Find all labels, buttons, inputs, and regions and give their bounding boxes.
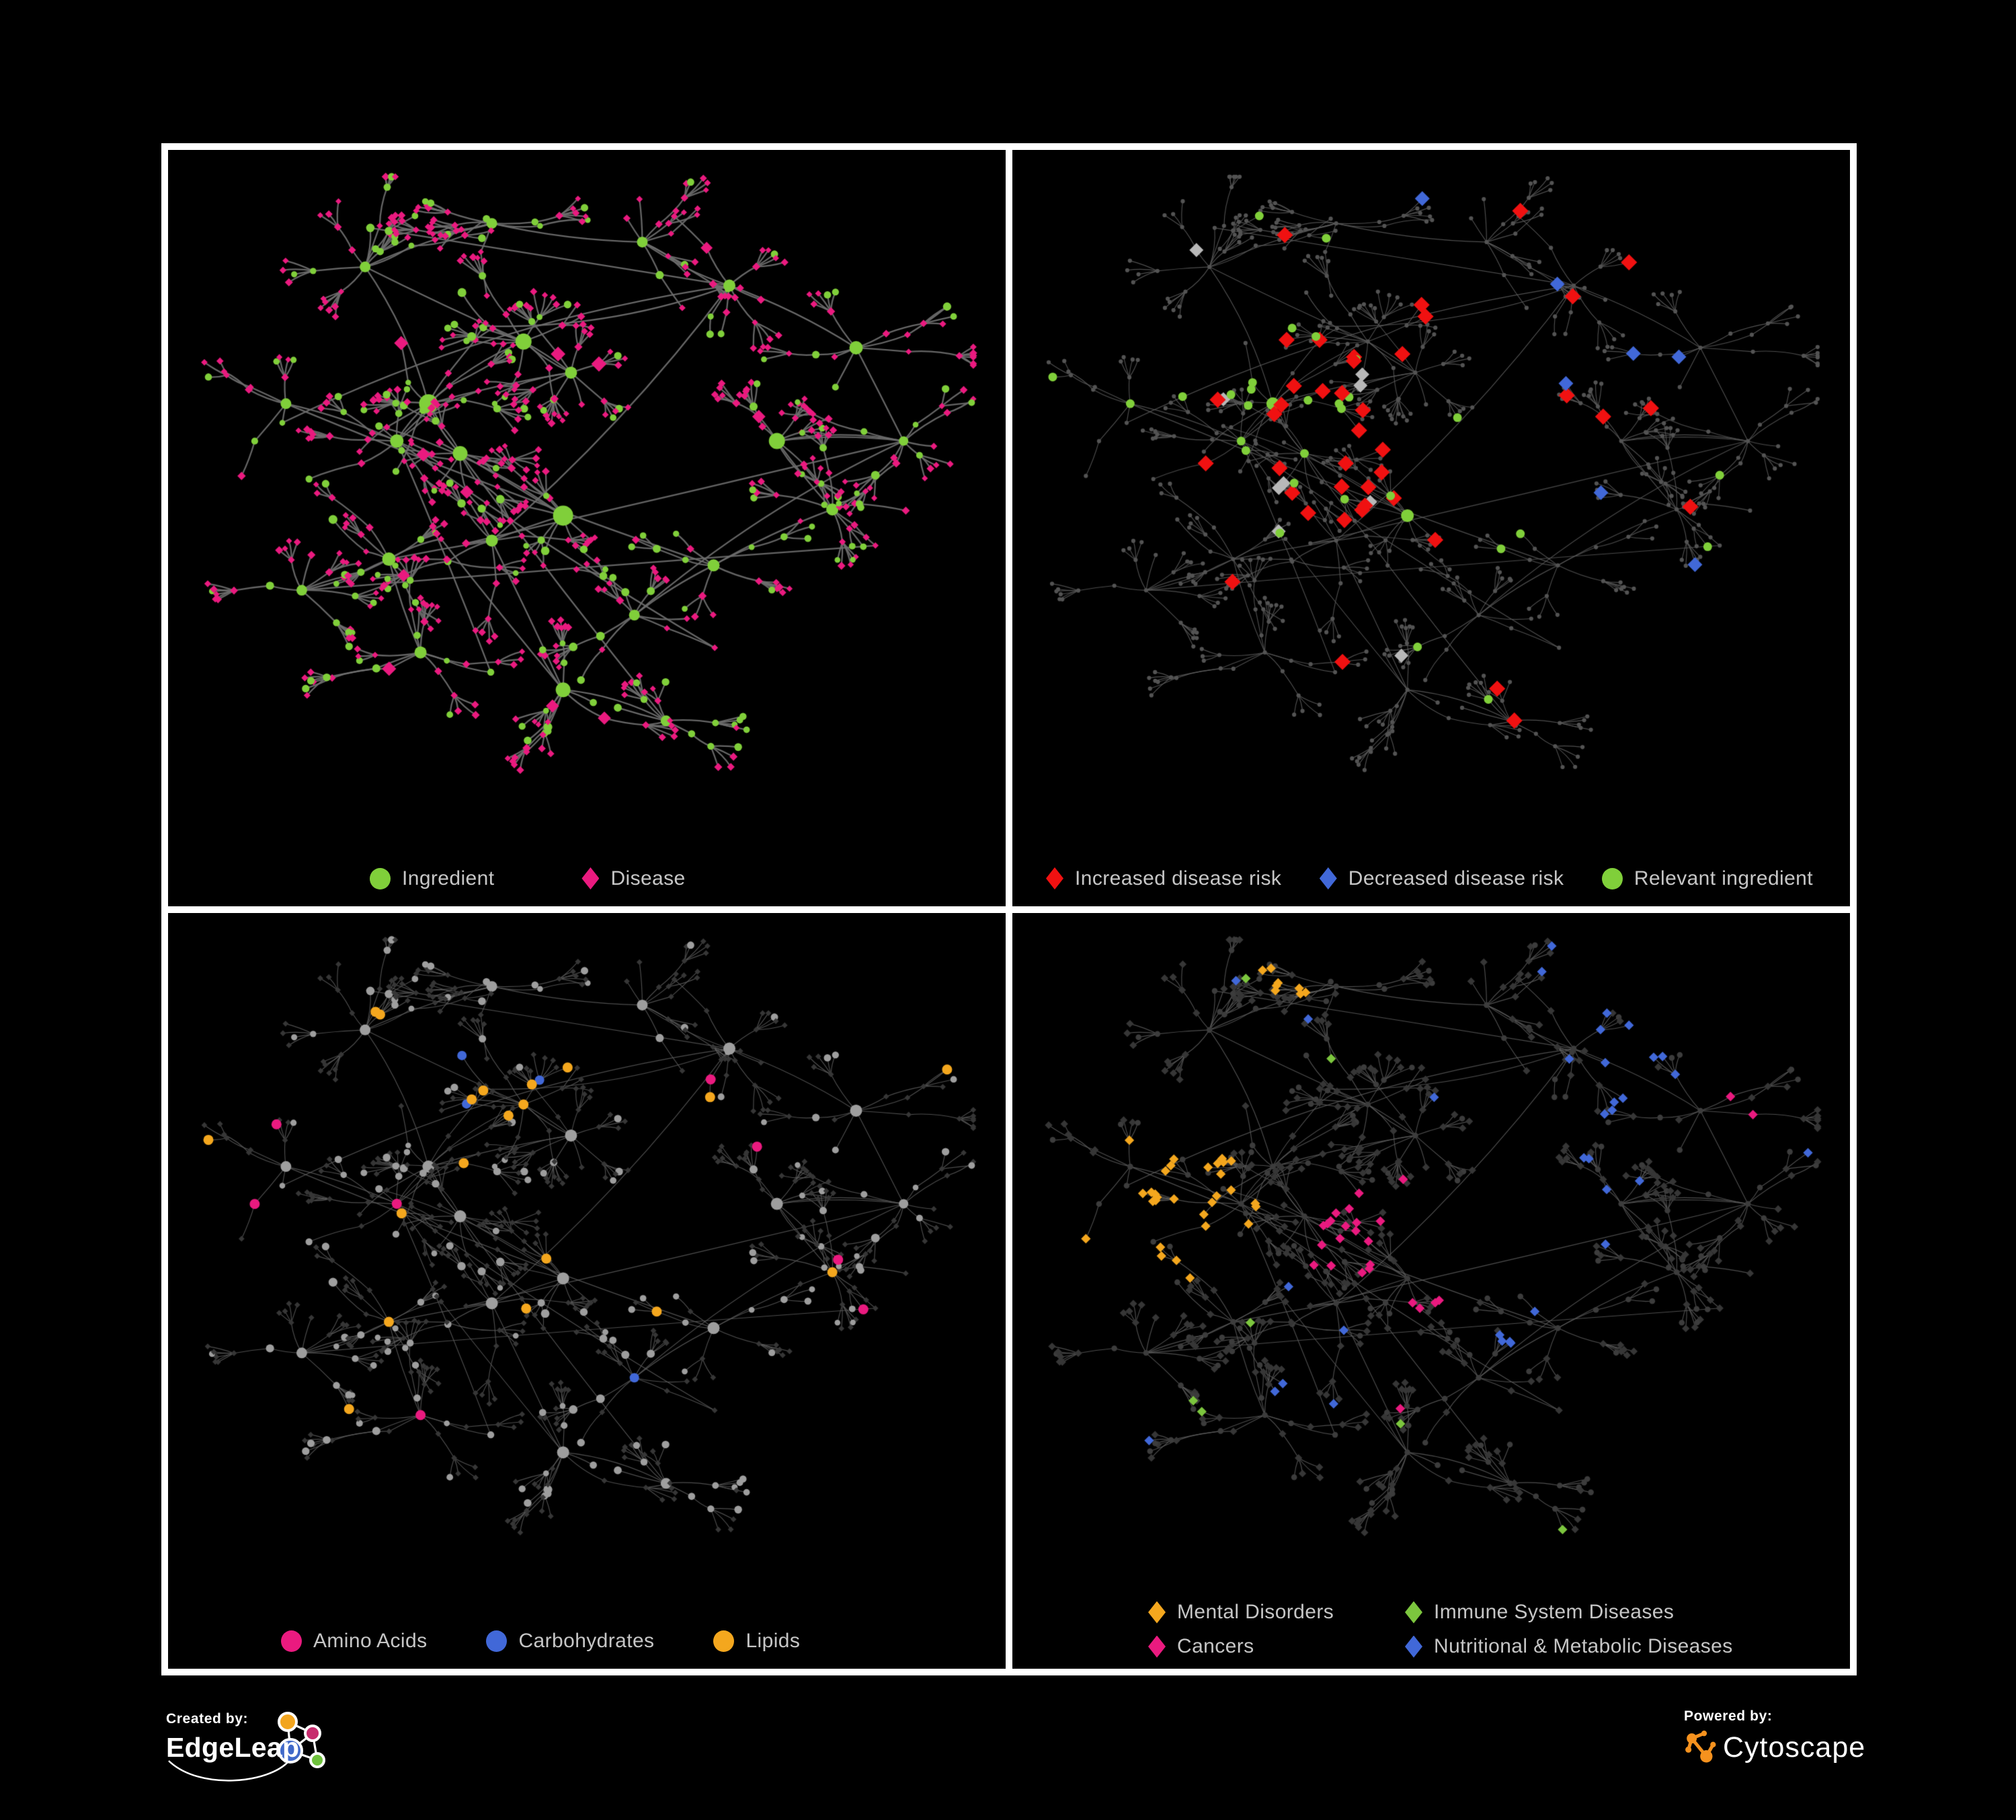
legend-item-amino-acids: Amino Acids (281, 1630, 427, 1653)
nutritional-metabolic-diamond-swatch (1405, 1635, 1422, 1658)
legend-item-ingredient: Ingredient (370, 867, 494, 890)
cytoscape-brand-text: Cytoscape (1723, 1731, 1866, 1764)
relevant-ingredient-circle-swatch (1601, 867, 1623, 889)
carbohydrates-circle-swatch (486, 1630, 508, 1652)
mental-disorders-diamond-swatch (1148, 1601, 1166, 1624)
legend-item-cancers: Cancers (1148, 1635, 1405, 1658)
network-canvas-disease-categories (1012, 912, 1850, 1669)
disease-diamond-swatch (581, 867, 600, 889)
legend-label-decreased-risk: Decreased disease risk (1348, 867, 1564, 889)
legend-label-lipids: Lipids (745, 1630, 801, 1652)
cytoscape-logo-mark (1685, 1731, 1716, 1763)
legend-label-nutritional-metabolic-diseases: Nutritional & Metabolic Diseases (1434, 1635, 1733, 1657)
legend-label-carbohydrates: Carbohydrates (518, 1630, 655, 1652)
panel-disease-risk: Increased disease risk Decreased disease… (1012, 150, 1850, 906)
edgeleap-swoosh (168, 1760, 290, 1782)
cytoscape-mark-nodes (1685, 1731, 1716, 1763)
legend-label-cancers: Cancers (1177, 1635, 1254, 1657)
network-canvas-nutrient-categories (168, 912, 1006, 1669)
legend-label-disease: Disease (610, 867, 686, 889)
amino-acids-circle-swatch (281, 1630, 302, 1652)
legend-disease-risk: Increased disease risk Decreased disease… (1012, 867, 1850, 890)
ingredient-circle-swatch (370, 867, 391, 889)
panel-nutrient-categories: Amino Acids Carbohydrates Lipids (168, 912, 1006, 1669)
legend-disease-categories: Mental Disorders Immune System Diseases … (1148, 1601, 1850, 1658)
legend-item-lipids: Lipids (713, 1630, 800, 1653)
powered-by-label: Powered by: (1684, 1708, 1773, 1724)
increased-risk-diamond-swatch (1046, 867, 1063, 889)
legend-item-nutritional-metabolic-diseases: Nutritional & Metabolic Diseases (1405, 1635, 1850, 1658)
immune-system-diamond-swatch (1405, 1601, 1422, 1624)
powered-by-block: Powered by: Cytoscape (1684, 1708, 1872, 1789)
legend-nutrient-categories: Amino Acids Carbohydrates Lipids (168, 1630, 1006, 1653)
created-by-block: Created by: EdgeLeap (166, 1711, 516, 1798)
legend-item-decreased-risk: Decreased disease risk (1319, 867, 1564, 890)
legend-label-immune-system-diseases: Immune System Diseases (1434, 1601, 1675, 1623)
legend-label-ingredient: Ingredient (402, 867, 495, 889)
lipids-circle-swatch (713, 1630, 735, 1652)
legend-label-increased-risk: Increased disease risk (1075, 867, 1282, 889)
decreased-risk-diamond-swatch (1319, 867, 1337, 889)
legend-label-mental-disorders: Mental Disorders (1177, 1601, 1334, 1623)
legend-item-carbohydrates: Carbohydrates (486, 1630, 654, 1653)
network-canvas-ingredient-disease (168, 150, 1006, 906)
panel-grid: Ingredient Disease Increased disease ris… (161, 143, 1857, 1675)
panel-ingredient-disease: Ingredient Disease (168, 150, 1006, 906)
cancers-diamond-swatch (1148, 1635, 1166, 1658)
legend-item-relevant-ingredient: Relevant ingredient (1601, 867, 1813, 890)
legend-item-disease: Disease (581, 867, 685, 890)
legend-item-immune-system-diseases: Immune System Diseases (1405, 1601, 1850, 1624)
legend-label-amino-acids: Amino Acids (313, 1630, 428, 1652)
legend-item-mental-disorders: Mental Disorders (1148, 1601, 1405, 1624)
cytoscape-logo-row: Cytoscape (1684, 1729, 1872, 1766)
legend-ingredient-disease: Ingredient Disease (168, 867, 1006, 890)
panel-disease-categories: Mental Disorders Immune System Diseases … (1012, 912, 1850, 1669)
legend-item-increased-risk: Increased disease risk (1046, 867, 1281, 890)
created-by-label: Created by: (166, 1711, 249, 1727)
edgeleap-brand-text: EdgeLeap (166, 1732, 300, 1763)
network-canvas-disease-risk (1012, 150, 1850, 906)
legend-label-relevant-ingredient: Relevant ingredient (1634, 867, 1813, 889)
